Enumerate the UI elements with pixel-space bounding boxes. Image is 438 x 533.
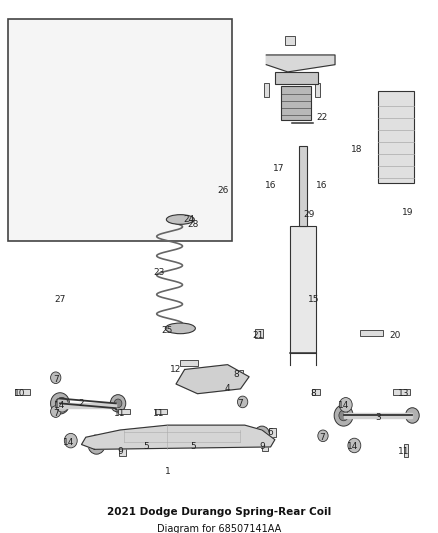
Circle shape	[339, 398, 352, 412]
Bar	[117, 409, 130, 414]
Text: 22: 22	[317, 114, 328, 123]
Text: 24: 24	[183, 215, 194, 224]
Polygon shape	[176, 365, 249, 394]
Circle shape	[114, 399, 122, 408]
Bar	[285, 36, 295, 45]
Circle shape	[191, 377, 199, 386]
Polygon shape	[343, 413, 412, 418]
Text: 28: 28	[187, 220, 199, 229]
Circle shape	[258, 431, 266, 439]
Ellipse shape	[166, 215, 194, 224]
Bar	[180, 360, 198, 366]
Bar	[315, 83, 321, 96]
Text: 20: 20	[389, 331, 401, 340]
Bar	[15, 389, 30, 395]
Text: 12: 12	[170, 365, 182, 374]
Text: 13: 13	[398, 389, 410, 398]
Bar	[119, 445, 126, 456]
Text: 14: 14	[346, 442, 358, 451]
Text: 29: 29	[304, 210, 315, 219]
Circle shape	[50, 372, 61, 384]
Circle shape	[50, 393, 70, 414]
Polygon shape	[266, 55, 335, 72]
Circle shape	[334, 405, 353, 426]
Text: 1: 1	[165, 466, 170, 475]
Bar	[262, 440, 268, 451]
Bar	[404, 443, 408, 457]
Text: 8: 8	[233, 370, 239, 379]
Circle shape	[318, 430, 328, 442]
Bar	[155, 409, 167, 414]
Bar	[281, 86, 311, 120]
Text: 23: 23	[153, 268, 165, 277]
Circle shape	[406, 408, 419, 423]
FancyBboxPatch shape	[8, 19, 232, 241]
Text: 25: 25	[162, 326, 173, 335]
Text: 18: 18	[351, 145, 362, 154]
Circle shape	[56, 398, 69, 412]
Text: 14: 14	[338, 401, 349, 410]
Circle shape	[348, 438, 361, 453]
Ellipse shape	[165, 323, 195, 334]
Text: 16: 16	[316, 181, 328, 190]
Polygon shape	[81, 425, 275, 449]
Text: 6: 6	[268, 428, 273, 437]
Text: 11: 11	[153, 409, 165, 417]
Circle shape	[92, 440, 101, 449]
Text: 3: 3	[375, 414, 381, 422]
Bar	[275, 72, 318, 84]
Circle shape	[71, 94, 144, 176]
Text: 26: 26	[218, 186, 229, 195]
Bar	[360, 330, 383, 336]
Bar	[378, 91, 414, 183]
Text: 21: 21	[252, 331, 263, 340]
Text: 11: 11	[398, 447, 410, 456]
Text: 5: 5	[191, 442, 196, 451]
Bar	[254, 329, 263, 337]
Text: 7: 7	[319, 433, 325, 442]
Circle shape	[64, 433, 77, 448]
Bar	[264, 83, 269, 96]
Circle shape	[110, 394, 126, 412]
Bar	[312, 389, 320, 395]
Bar	[173, 220, 184, 229]
Circle shape	[98, 180, 117, 201]
Text: 11: 11	[114, 409, 126, 417]
Text: 4: 4	[225, 384, 230, 393]
Polygon shape	[60, 403, 116, 408]
Text: 7: 7	[237, 399, 244, 408]
Circle shape	[55, 398, 65, 409]
Text: 9: 9	[259, 442, 265, 451]
Text: 14: 14	[63, 438, 74, 447]
Bar	[235, 370, 243, 376]
Circle shape	[88, 435, 105, 454]
Text: 14: 14	[54, 401, 66, 410]
Bar	[299, 146, 307, 226]
Text: 17: 17	[273, 164, 285, 173]
Circle shape	[187, 373, 203, 390]
Text: Diagram for 68507141AA: Diagram for 68507141AA	[157, 524, 281, 533]
Text: 27: 27	[54, 295, 66, 304]
Bar	[269, 427, 276, 437]
Text: 2: 2	[79, 399, 85, 408]
Text: 7: 7	[53, 409, 59, 417]
Text: 10: 10	[14, 389, 25, 398]
Bar	[393, 389, 410, 395]
Text: 19: 19	[403, 208, 414, 217]
Bar	[290, 226, 316, 352]
Text: 8: 8	[311, 389, 316, 398]
Text: 15: 15	[308, 295, 319, 304]
Text: 2021 Dodge Durango Spring-Rear Coil: 2021 Dodge Durango Spring-Rear Coil	[107, 507, 331, 518]
Text: 5: 5	[143, 442, 149, 451]
Circle shape	[50, 406, 61, 417]
Circle shape	[254, 426, 270, 443]
Circle shape	[339, 410, 348, 421]
Text: 16: 16	[265, 181, 276, 190]
Text: 9: 9	[117, 447, 123, 456]
Circle shape	[84, 108, 131, 161]
Text: 7: 7	[53, 375, 59, 384]
Circle shape	[103, 185, 112, 195]
Circle shape	[237, 396, 248, 408]
